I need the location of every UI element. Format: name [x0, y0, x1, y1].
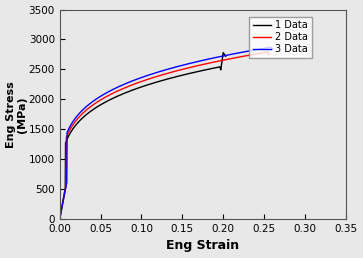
2 Data [267, 53, 271, 56]
1 Data [105, 100, 110, 103]
3 Data [175, 65, 179, 68]
X-axis label: Eng Strain: Eng Strain [166, 239, 239, 252]
1 Data [215, 66, 219, 69]
3 Data [256, 48, 261, 51]
1 Data [57, 217, 62, 221]
Y-axis label: Eng Stress
(MPa): Eng Stress (MPa) [5, 81, 27, 148]
3 Data [218, 55, 223, 58]
3 Data [61, 199, 65, 202]
2 Data [173, 70, 178, 73]
2 Data [116, 89, 121, 92]
Line: 3 Data: 3 Data [60, 47, 273, 219]
2 Data [57, 217, 62, 221]
2 Data [259, 52, 264, 55]
1 Data [224, 55, 228, 58]
3 Data [271, 47, 275, 51]
1 Data [193, 71, 197, 74]
3 Data [262, 47, 267, 50]
2 Data [253, 53, 257, 56]
2 Data [61, 199, 65, 202]
3 Data [269, 46, 273, 49]
Line: 1 Data: 1 Data [60, 53, 226, 219]
3 Data [57, 217, 62, 221]
1 Data [177, 75, 181, 78]
Line: 2 Data: 2 Data [60, 52, 269, 219]
1 Data [221, 51, 225, 54]
2 Data [216, 60, 220, 63]
Legend: 1 Data, 2 Data, 3 Data: 1 Data, 2 Data, 3 Data [249, 17, 312, 58]
2 Data [265, 51, 270, 54]
1 Data [207, 68, 212, 71]
3 Data [117, 85, 122, 88]
1 Data [85, 112, 90, 115]
